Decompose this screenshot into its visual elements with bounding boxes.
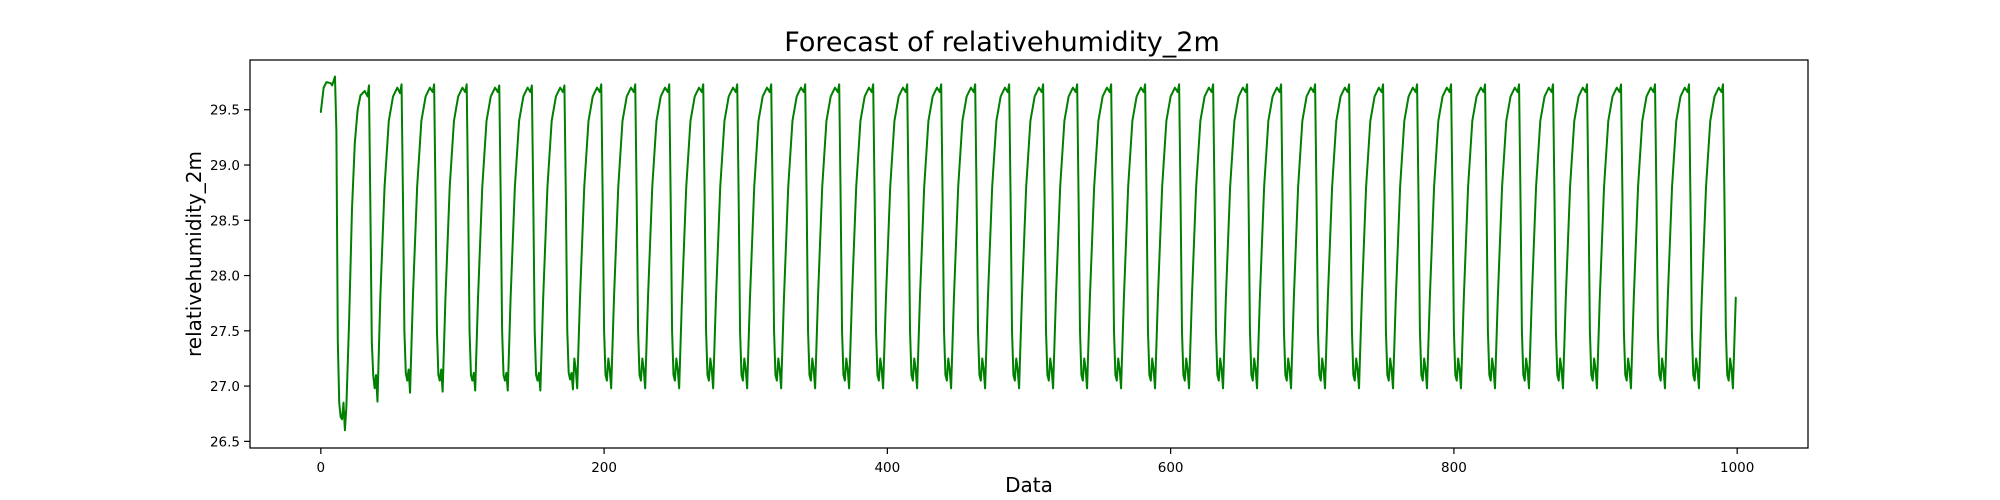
x-axis: 0 200 400 600 800 1000 — [317, 448, 1754, 476]
y-tick-label: 29.5 — [210, 103, 240, 119]
x-tick-label: 0 — [317, 460, 326, 476]
y-tick-label: 26.5 — [210, 434, 240, 450]
plot-area: 0 200 400 600 800 1000 26.5 27.0 27.5 28.0 28.5 29… — [210, 59, 1809, 476]
series-layer — [319, 75, 1737, 432]
y-tick-label: 28.0 — [210, 269, 240, 285]
x-axis-label: Data — [1005, 473, 1053, 497]
x-tick-label: 400 — [874, 460, 900, 476]
x-tick-label: 800 — [1441, 460, 1467, 476]
x-tick-label: 200 — [591, 460, 617, 476]
y-tick-label: 27.5 — [210, 324, 240, 340]
y-axis: 26.5 27.0 27.5 28.0 28.5 29.0 29.5 — [210, 103, 250, 450]
chart-title: Forecast of relativehumidity_2m — [784, 27, 1220, 58]
y-tick-label: 29.0 — [210, 158, 240, 174]
plot-frame — [249, 59, 1809, 449]
x-tick-label: 600 — [1158, 460, 1184, 476]
y-axis-label: relativehumidity_2m — [182, 151, 206, 357]
y-tick-label: 28.5 — [210, 213, 240, 229]
forecast-line — [319, 75, 1737, 432]
y-tick-label: 27.0 — [210, 379, 240, 395]
x-tick-label: 1000 — [1720, 460, 1754, 476]
